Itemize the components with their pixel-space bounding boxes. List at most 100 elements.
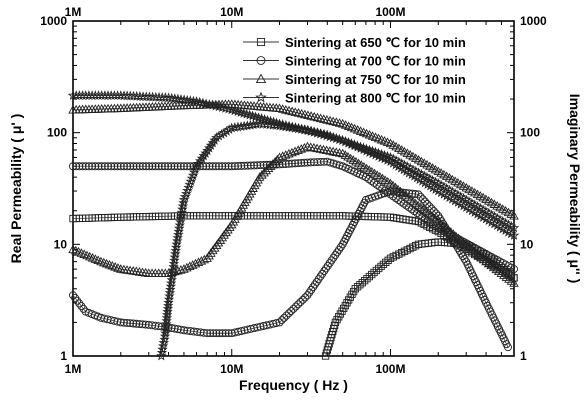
data-point xyxy=(126,162,135,171)
data-point xyxy=(165,281,177,291)
data-point xyxy=(416,192,425,201)
data-point xyxy=(261,119,272,129)
data-point xyxy=(173,325,182,334)
data-point xyxy=(194,96,205,107)
data-point xyxy=(135,320,144,329)
data-point xyxy=(297,158,306,167)
data-point xyxy=(284,159,293,168)
data-point xyxy=(250,161,259,170)
data-point xyxy=(308,126,319,137)
data-point xyxy=(183,162,192,171)
data-point xyxy=(96,256,106,266)
data-point xyxy=(205,162,214,171)
data-point xyxy=(329,159,338,168)
curve-circle-imaginary xyxy=(69,187,512,352)
data-point xyxy=(176,265,186,274)
data-point xyxy=(259,161,268,169)
data-point xyxy=(382,258,390,266)
data-point xyxy=(185,95,196,106)
data-point xyxy=(307,285,316,294)
data-point xyxy=(126,319,135,328)
data-point xyxy=(77,302,86,311)
data-point xyxy=(101,258,112,268)
curve-triangle-real xyxy=(68,99,519,220)
data-point xyxy=(137,267,148,277)
data-point xyxy=(376,152,387,163)
legend-label: Sintering at 650 ℃ for 10 min xyxy=(285,35,466,50)
data-point xyxy=(113,162,122,171)
data-point xyxy=(197,97,209,108)
data-point xyxy=(68,244,78,254)
data-point xyxy=(104,259,115,269)
data-point xyxy=(181,94,193,105)
data-point xyxy=(145,162,154,171)
data-point xyxy=(377,262,385,271)
data-point xyxy=(277,151,288,160)
data-point xyxy=(261,165,272,175)
y-tick-label-left: 10 xyxy=(54,237,68,251)
data-point xyxy=(200,147,211,158)
data-point xyxy=(291,159,300,168)
data-point xyxy=(291,302,300,311)
data-point xyxy=(287,159,296,168)
data-point xyxy=(296,144,307,153)
data-point xyxy=(221,162,230,171)
data-point xyxy=(275,318,284,327)
data-point xyxy=(85,251,95,261)
data-point xyxy=(247,110,258,121)
data-point xyxy=(510,265,518,274)
data-point xyxy=(351,285,359,293)
data-point xyxy=(235,106,246,117)
data-point xyxy=(271,120,282,130)
data-point xyxy=(333,248,342,257)
data-point xyxy=(299,124,310,135)
data-point xyxy=(135,162,144,171)
data-point xyxy=(229,105,240,116)
data-point xyxy=(141,320,150,329)
data-point xyxy=(375,182,384,191)
data-point xyxy=(358,144,369,155)
data-point xyxy=(340,136,351,147)
data-point xyxy=(203,329,212,338)
data-point xyxy=(82,250,92,260)
data-point xyxy=(178,94,190,105)
data-point xyxy=(163,92,174,103)
legend-label: Sintering at 800 ℃ for 10 min xyxy=(285,91,466,106)
curve-star-imaginary xyxy=(156,118,520,361)
data-point xyxy=(138,320,147,329)
data-point xyxy=(72,162,81,171)
x-tick-label-bottom: 10M xyxy=(220,362,243,376)
data-point xyxy=(373,150,384,161)
y-tick-label-right: 1000 xyxy=(520,14,547,28)
data-point xyxy=(116,264,126,273)
data-point xyxy=(134,266,145,276)
curve-triangle-imaginary xyxy=(68,141,519,287)
data-point xyxy=(97,162,106,171)
data-point xyxy=(224,162,233,171)
data-point xyxy=(207,137,218,148)
x-tick-label-bottom: 100M xyxy=(375,362,405,376)
plot-frame xyxy=(72,20,515,357)
data-point xyxy=(257,169,267,179)
data-point xyxy=(256,37,266,47)
data-point xyxy=(309,283,318,292)
data-point xyxy=(370,149,381,160)
data-point xyxy=(166,92,177,103)
data-point xyxy=(509,278,519,287)
data-point xyxy=(160,324,171,335)
data-point xyxy=(73,296,82,305)
data-point xyxy=(259,167,269,177)
data-point xyxy=(256,161,265,170)
data-point xyxy=(173,229,184,240)
data-point xyxy=(196,153,208,163)
data-point xyxy=(250,111,261,122)
data-point xyxy=(240,161,249,170)
data-point xyxy=(234,162,243,170)
data-point xyxy=(370,268,378,277)
data-point xyxy=(162,309,173,320)
data-point xyxy=(320,267,329,276)
data-point xyxy=(224,329,233,338)
data-point xyxy=(119,264,129,274)
data-point xyxy=(164,162,173,171)
data-point xyxy=(162,306,173,317)
